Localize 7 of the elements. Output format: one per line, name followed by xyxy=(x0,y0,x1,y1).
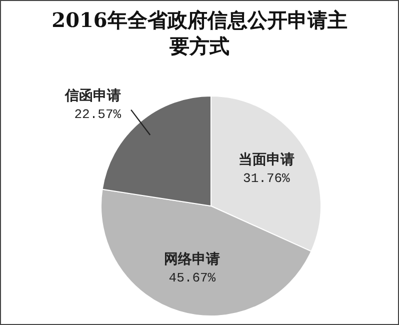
data-label: 22.57% xyxy=(74,106,122,122)
slice-label: 当面申请 xyxy=(238,152,294,168)
slice-label: 网络申请 xyxy=(164,251,220,268)
data-label: 45.67% xyxy=(168,270,216,286)
slice-label: 信函申请 xyxy=(64,88,122,104)
data-label: 31.76% xyxy=(243,171,290,186)
chart-title: 2016年全省政府信息公开申请主要方式 xyxy=(50,7,348,59)
